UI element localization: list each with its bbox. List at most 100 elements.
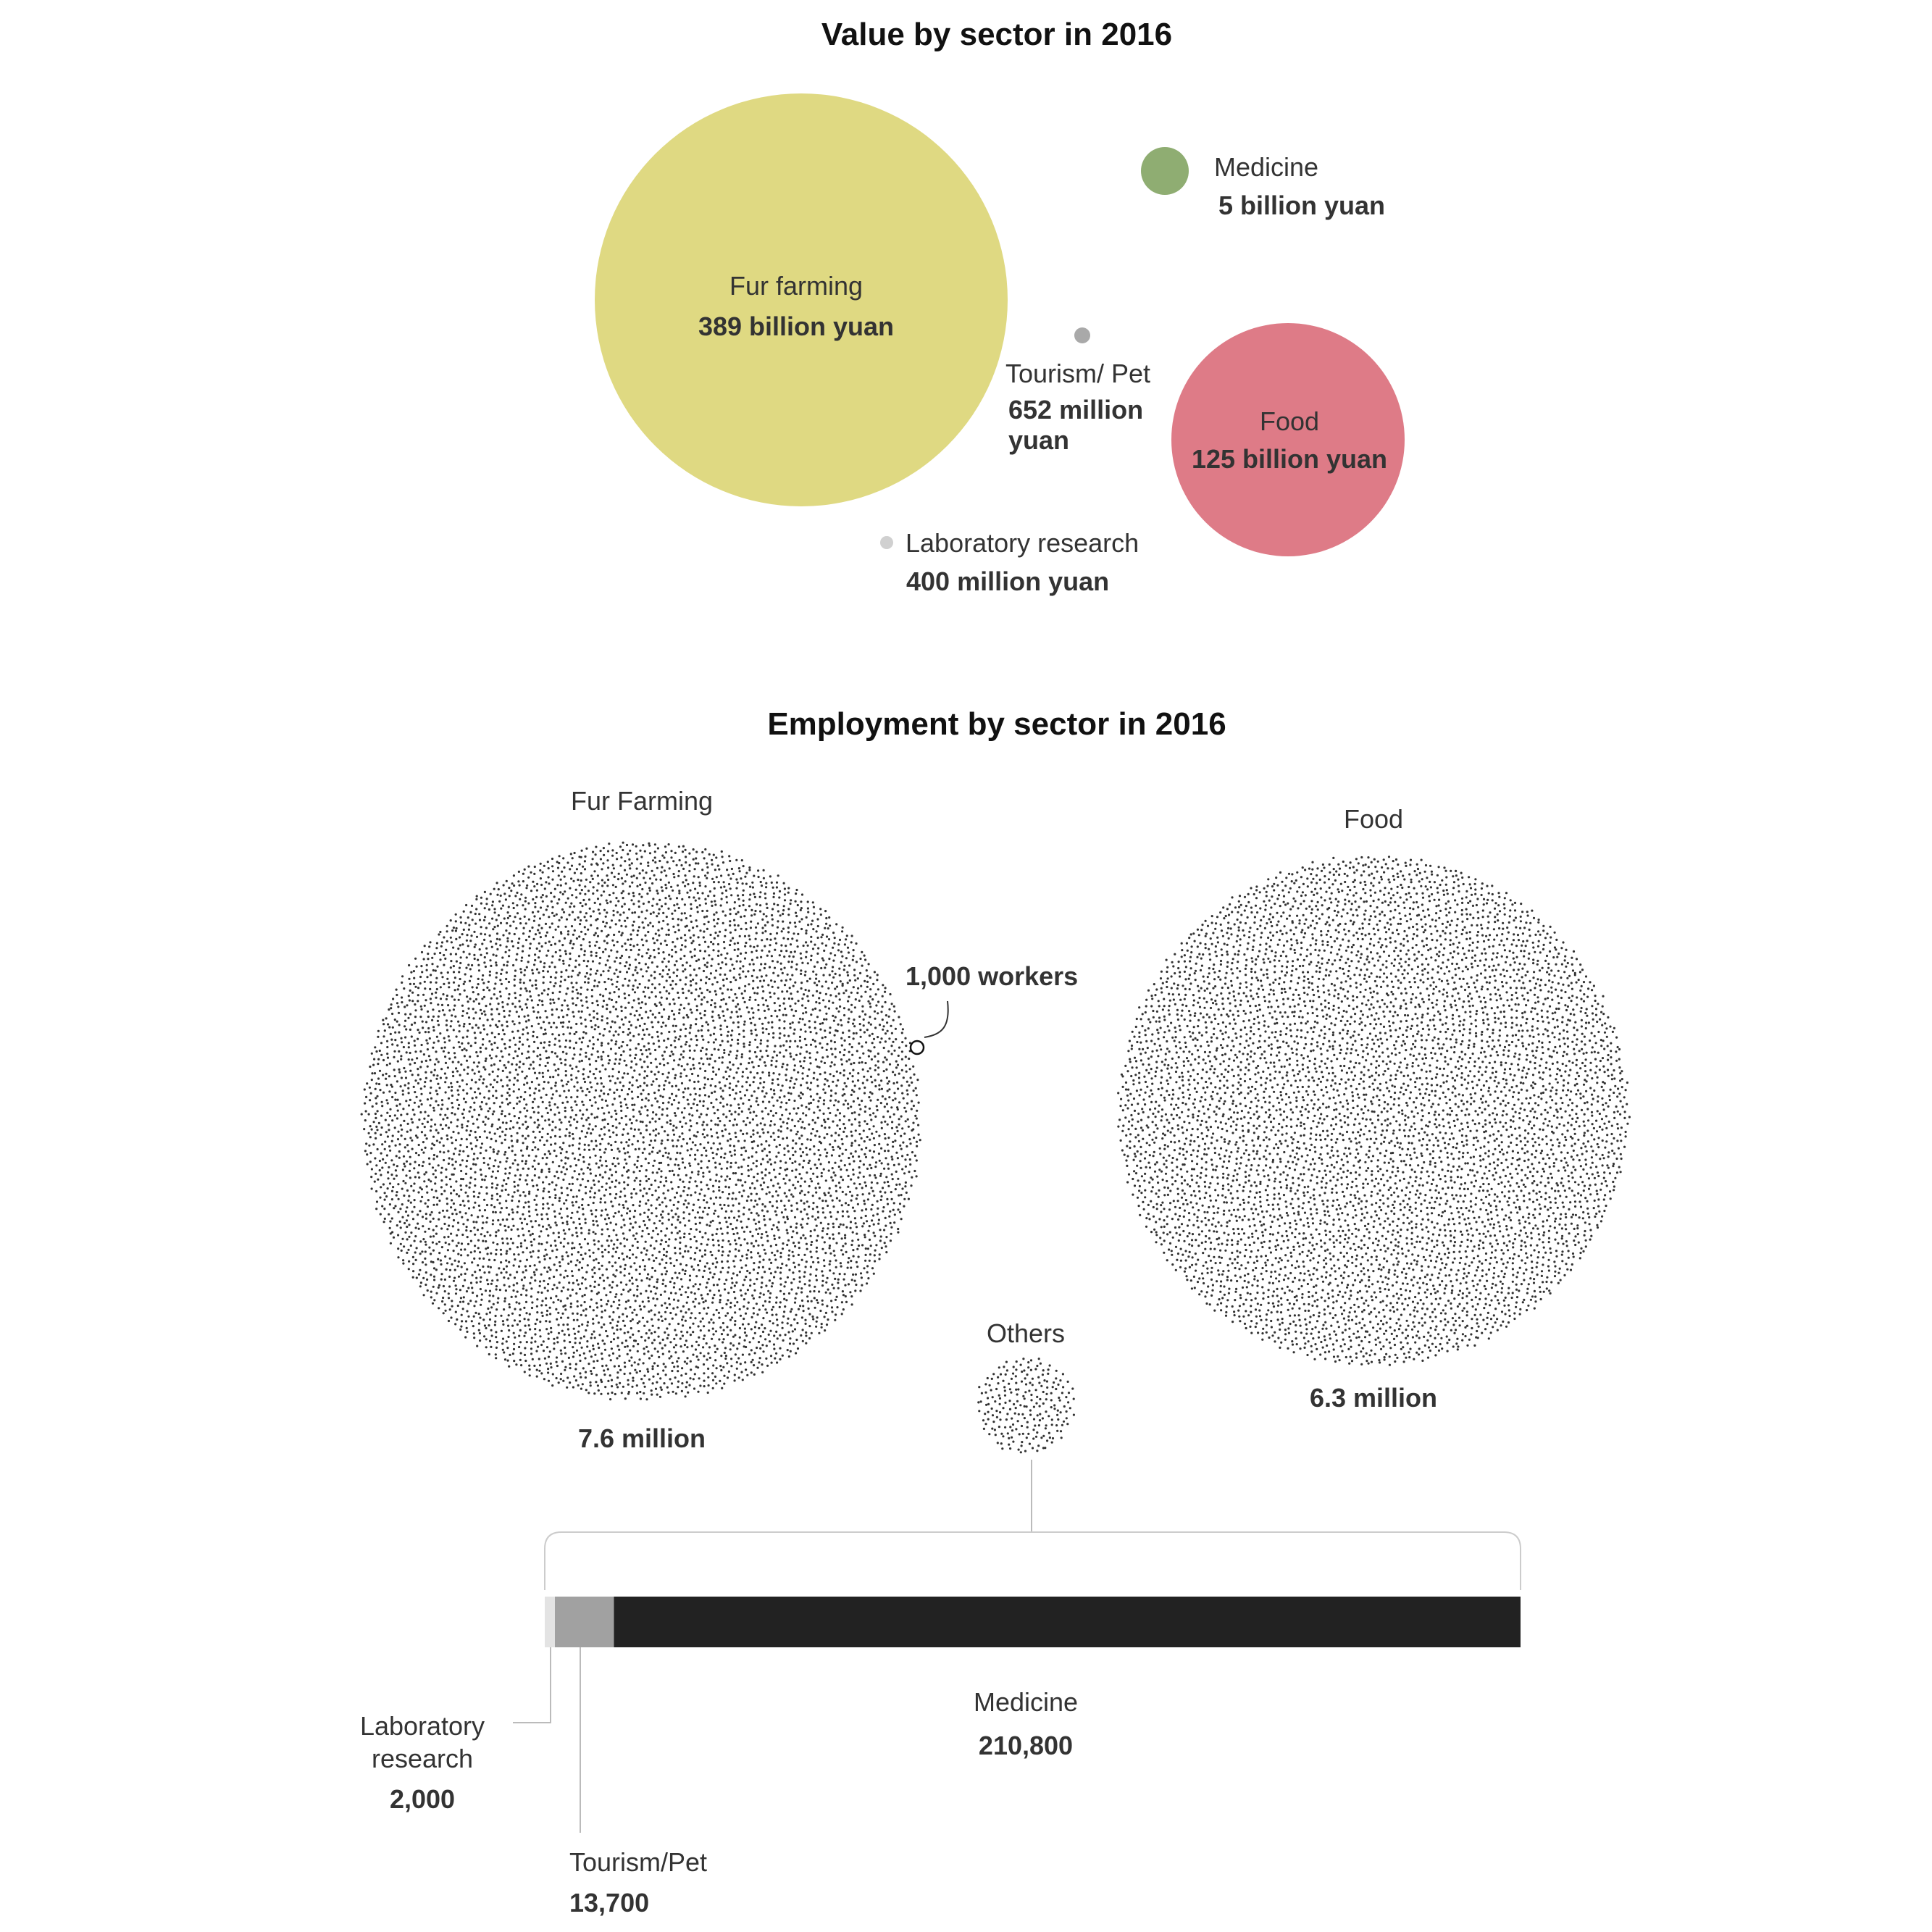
fur-farming-worker-dot (642, 1141, 645, 1144)
fur-farming-worker-dot (645, 1028, 648, 1031)
fur-farming-worker-dot (597, 1247, 600, 1250)
fur-farming-worker-dot (487, 1163, 490, 1166)
fur-farming-worker-dot (542, 1087, 545, 1090)
fur-farming-worker-dot (810, 1082, 813, 1084)
fur-farming-worker-dot (832, 1074, 835, 1078)
fur-farming-worker-dot (572, 1047, 576, 1050)
fur-farming-worker-dot (651, 1026, 654, 1029)
fur-farming-worker-dot (786, 1145, 789, 1147)
fur-farming-worker-dot (743, 1158, 745, 1161)
fur-farming-worker-dot (648, 1218, 651, 1221)
fur-farming-worker-dot (740, 1015, 743, 1018)
fur-farming-worker-dot (679, 1241, 682, 1244)
fur-farming-worker-dot (683, 934, 687, 937)
fur-farming-worker-dot (676, 1306, 679, 1309)
fur-farming-worker-dot (723, 1282, 726, 1285)
fur-farming-worker-dot (508, 1087, 511, 1091)
fur-farming-worker-dot (624, 942, 627, 945)
fur-farming-worker-dot (614, 1021, 616, 1024)
fur-farming-worker-dot (677, 1186, 680, 1189)
fur-farming-worker-dot (673, 1337, 676, 1340)
fur-farming-worker-dot (578, 1037, 581, 1040)
fur-farming-worker-dot (756, 956, 758, 959)
fur-farming-worker-dot (615, 1126, 618, 1129)
fur-farming-worker-dot (719, 1298, 722, 1302)
fur-farming-worker-dot (643, 1187, 646, 1190)
fur-farming-worker-dot (665, 990, 668, 992)
fur-farming-worker-dot (758, 1227, 761, 1230)
fur-farming-worker-dot (496, 1243, 499, 1246)
fur-farming-worker-dot (741, 1226, 744, 1229)
fur-farming-worker-dot (798, 1276, 801, 1279)
fur-farming-worker-dot (543, 1258, 546, 1260)
fur-farming-worker-dot (737, 1067, 740, 1070)
fur-farming-worker-dot (474, 1011, 477, 1014)
fur-farming-worker-dot (672, 1286, 676, 1289)
fur-farming-worker-dot (637, 1019, 640, 1021)
fur-farming-worker-dot (501, 1189, 503, 1192)
fur-farming-worker-dot (786, 973, 789, 976)
fur-farming-worker-dot (603, 1118, 606, 1121)
fur-farming-worker-dot (681, 1334, 685, 1337)
fur-farming-worker-dot (682, 1203, 685, 1206)
fur-farming-worker-dot (650, 1332, 653, 1335)
fur-farming-worker-dot (755, 1192, 758, 1195)
fur-farming-worker-dot (572, 969, 574, 972)
fur-farming-worker-dot (559, 1152, 562, 1155)
fur-farming-worker-dot (546, 1270, 549, 1274)
fur-farming-worker-dot (461, 1004, 464, 1007)
fur-farming-worker-dot (671, 1092, 674, 1095)
fur-farming-worker-dot (739, 1179, 742, 1182)
fur-farming-worker-dot (603, 1028, 606, 1031)
fur-farming-worker-dot (667, 1297, 671, 1300)
fur-farming-worker-dot (549, 1244, 553, 1247)
fur-farming-worker-dot (630, 1024, 633, 1026)
fur-farming-worker-dot (612, 1131, 615, 1134)
fur-farming-worker-dot (729, 939, 732, 942)
fur-farming-worker-dot (716, 942, 720, 946)
fur-farming-worker-dot (618, 930, 621, 933)
fur-farming-worker-dot (771, 1082, 774, 1085)
fur-farming-worker-dot (585, 1192, 587, 1195)
fur-farming-worker-dot (447, 1097, 451, 1100)
fur-farming-worker-dot (559, 1146, 561, 1149)
fur-farming-worker-dot (623, 1245, 626, 1247)
fur-farming-worker-dot (549, 976, 553, 979)
fur-farming-worker-dot (768, 1100, 771, 1103)
fur-farming-worker-dot (514, 996, 517, 1000)
fur-farming-worker-dot (690, 903, 693, 906)
fur-farming-worker-dot (430, 1071, 433, 1074)
fur-farming-worker-dot (798, 1247, 800, 1250)
fur-farming-worker-dot (511, 1003, 514, 1005)
fur-farming-worker-dot (612, 909, 615, 912)
fur-farming-worker-dot (664, 1240, 668, 1243)
fur-farming-worker-dot (537, 1011, 540, 1013)
fur-farming-worker-dot (658, 1263, 661, 1266)
fur-farming-worker-dot (693, 1292, 696, 1295)
fur-farming-worker-dot (485, 1005, 488, 1008)
fur-farming-worker-dot (474, 998, 478, 1001)
fur-farming-worker-dot (821, 985, 824, 988)
fur-farming-worker-dot (685, 1040, 688, 1044)
fur-farming-worker-dot (562, 1178, 565, 1182)
fur-farming-worker-dot (722, 998, 725, 1000)
fur-farming-worker-dot (461, 1126, 464, 1129)
fur-farming-worker-dot (746, 1289, 749, 1292)
fur-farming-worker-dot (482, 995, 486, 998)
fur-farming-worker-dot (738, 1008, 741, 1011)
fur-farming-worker-dot (815, 1191, 818, 1194)
fur-farming-worker-dot (752, 1245, 755, 1247)
fur-farming-worker-dot (863, 1075, 866, 1078)
fur-farming-worker-dot (752, 979, 755, 982)
fur-farming-worker-dot (808, 1020, 811, 1023)
fur-farming-worker-dot (625, 961, 628, 964)
fur-farming-worker-dot (820, 1175, 823, 1178)
fur-farming-worker-dot (608, 1075, 611, 1078)
fur-farming-worker-dot (492, 1095, 495, 1097)
fur-farming-worker-dot (432, 1196, 435, 1199)
fur-farming-worker-dot (671, 1139, 674, 1142)
fur-farming-worker-dot (817, 1158, 820, 1161)
fur-farming-worker-dot (556, 1248, 559, 1251)
fur-farming-worker-dot (618, 1203, 621, 1206)
fur-farming-worker-dot (833, 1063, 836, 1066)
